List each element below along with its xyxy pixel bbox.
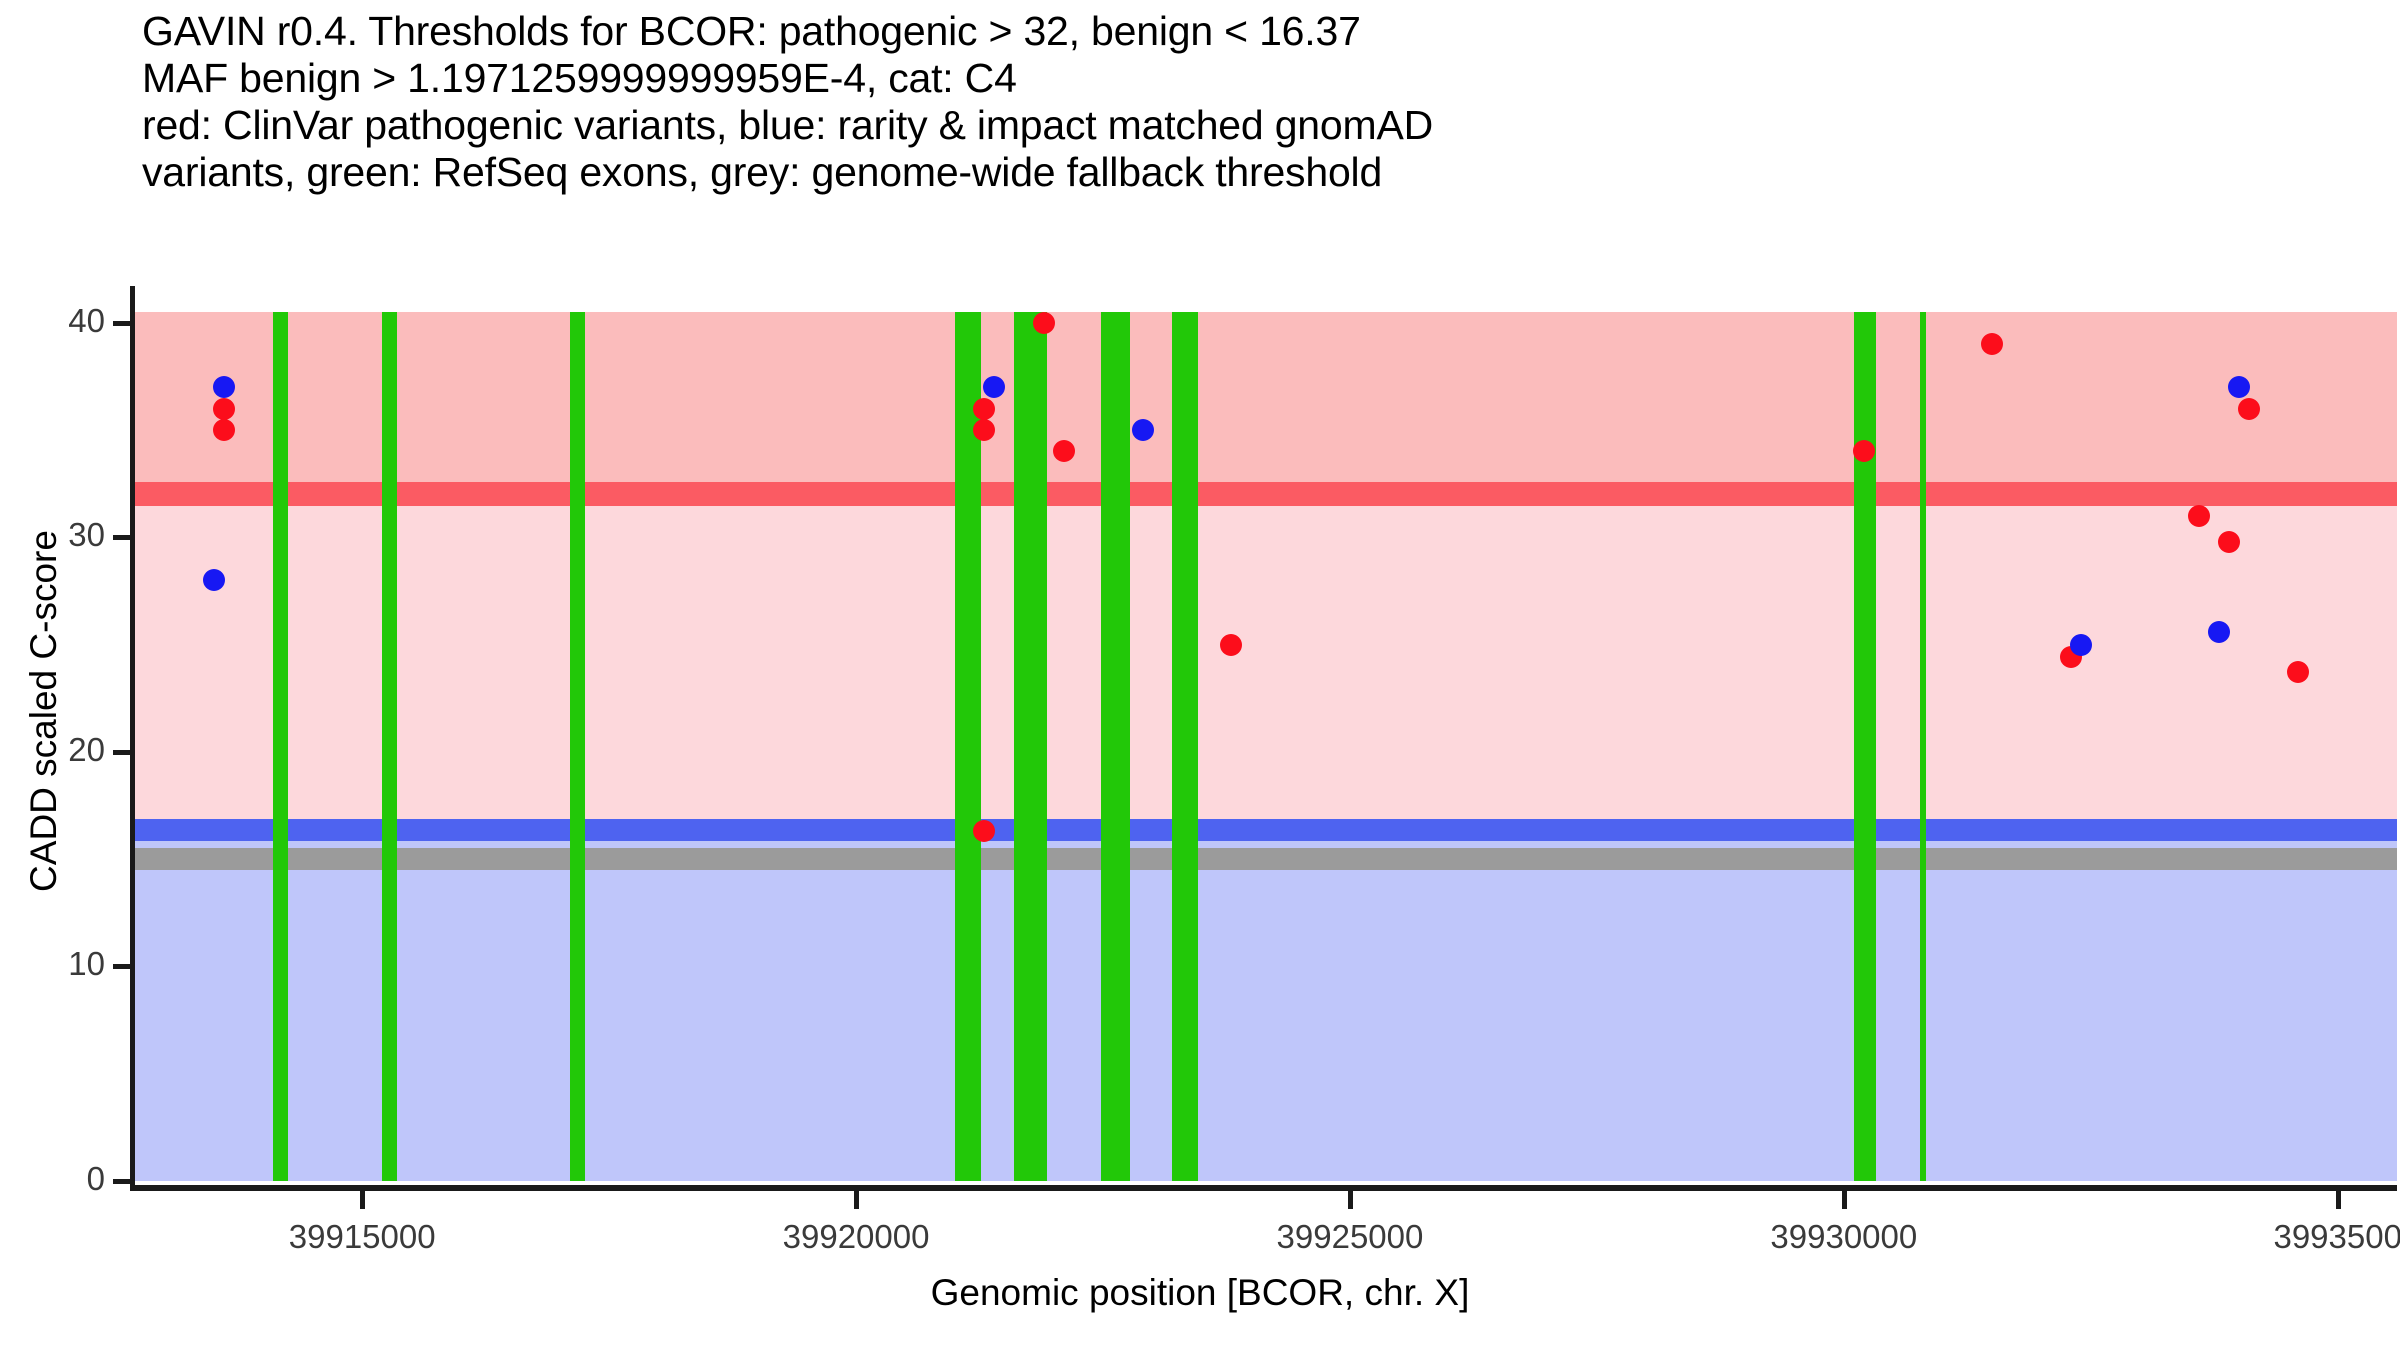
y-axis-title: CADD scaled C-score [23,530,64,892]
plot-panel [135,312,2397,1181]
title-line-2: MAF benign > 1.1971259999999959E-4, cat:… [142,55,1017,101]
x-axis-tick [1347,1191,1353,1209]
pathogenic-variant-point[interactable] [973,419,996,441]
gnomad-variant-point[interactable] [2208,620,2231,643]
pathogenic-variant-point[interactable] [2218,530,2241,553]
pathogenic-variant-point[interactable] [212,419,235,441]
benign-zone-band [135,829,2397,1181]
gnomad-variant-point[interactable] [203,569,226,592]
pathogenic-variant-point[interactable] [1032,312,1055,334]
x-axis-tick-label: 39930000 [1770,1218,1918,1255]
y-axis-tick [113,1179,131,1184]
chart-title-block: GAVIN r0.4. Thresholds for BCOR: pathoge… [142,8,2342,196]
title-line-4: variants, green: RefSeq exons, grey: gen… [142,149,1383,195]
y-axis-tick [113,535,131,541]
y-axis-tick-label: 40 [68,301,105,339]
pathogenic-variant-point[interactable] [2237,397,2260,420]
exon-bar [1101,312,1130,1181]
x-axis-line [130,1185,2397,1191]
x-axis-tick-label: 3993500 [2273,1218,2400,1255]
pathogenic-variant-point[interactable] [1852,440,1875,463]
x-axis-tick [360,1191,366,1209]
exon-bar [381,312,397,1181]
vus-zone-band [135,494,2397,830]
gnomad-variant-point[interactable] [212,376,235,399]
benign-threshold-line [135,818,2397,841]
gnomad-variant-point[interactable] [983,376,1006,399]
gnomad-variant-point[interactable] [2069,633,2092,656]
y-axis-tick [113,964,131,970]
exon-bar [1172,312,1198,1181]
x-axis-tick-label: 39925000 [1276,1218,1424,1255]
title-line-3: red: ClinVar pathogenic variants, blue: … [142,102,1434,148]
y-axis-tick [113,320,131,326]
exon-bar [1853,312,1877,1181]
pathogenic-variant-point[interactable] [1220,633,1243,656]
x-axis-tick [854,1191,860,1209]
pathogenic-variant-point[interactable] [973,820,996,843]
fallback-threshold-line [135,848,2397,871]
x-axis-title: Genomic position [BCOR, chr. X] [930,1272,1470,1313]
pathogenic-variant-point[interactable] [1052,440,1075,463]
exon-bar [273,312,289,1181]
exon-bar [1014,312,1047,1181]
pathogenic-variant-point[interactable] [1981,333,2003,356]
y-axis-tick [113,749,131,755]
pathogenic-threshold-line [135,482,2397,507]
y-axis-tick-label: 0 [86,1160,105,1197]
y-axis-tick-label: 10 [68,945,105,983]
pathogenic-zone-band [135,312,2397,495]
gnomad-variant-point[interactable] [1131,419,1154,441]
x-axis-tick-label: 39920000 [782,1218,930,1255]
title-line-1: GAVIN r0.4. Thresholds for BCOR: pathoge… [142,8,1361,54]
y-axis-line [130,286,135,1186]
pathogenic-variant-point[interactable] [2287,661,2310,684]
exon-bar [1919,312,1926,1181]
x-axis-tick-label: 39915000 [288,1218,436,1255]
x-axis-tick [2335,1191,2341,1209]
pathogenic-variant-point[interactable] [973,397,996,420]
y-axis-tick-label: 30 [68,516,105,554]
pathogenic-variant-point[interactable] [212,397,235,420]
y-axis-tick-label: 20 [68,730,105,768]
exon-bar [569,312,586,1181]
exon-bar [954,312,981,1181]
gnomad-variant-point[interactable] [2227,376,2250,399]
pathogenic-variant-point[interactable] [2188,504,2211,527]
x-axis-tick [1841,1191,1847,1209]
